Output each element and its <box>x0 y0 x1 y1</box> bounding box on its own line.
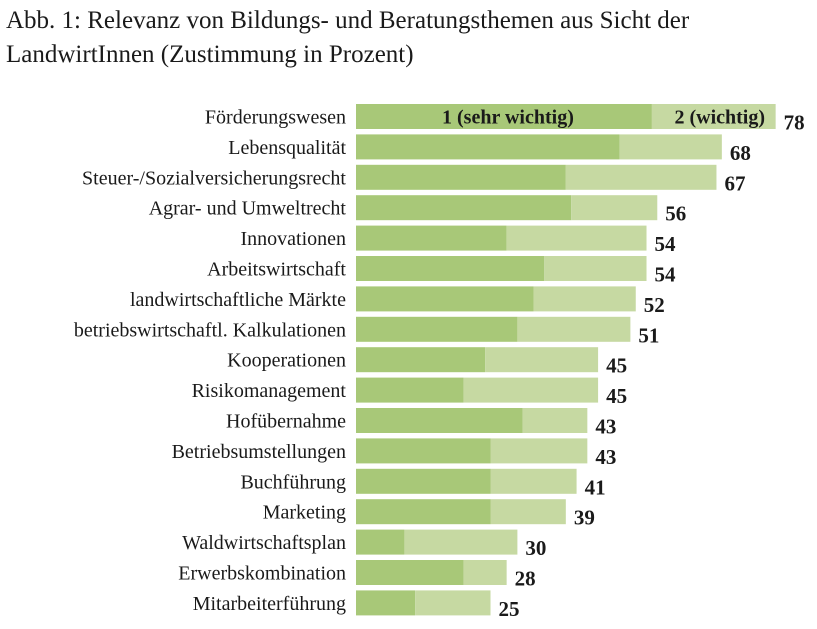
bar-segment-wichtig <box>533 286 636 312</box>
bar-segment-sehr-wichtig <box>356 316 518 342</box>
category-label: Agrar- und Umweltrecht <box>149 198 347 220</box>
bar-segment-sehr-wichtig <box>356 560 464 585</box>
category-label: Innovationen <box>240 228 346 250</box>
total-value-label: 43 <box>595 445 616 469</box>
bar-segment-sehr-wichtig <box>356 256 545 281</box>
category-label: Buchführung <box>240 471 346 493</box>
category-label: Betriebsumstellungen <box>172 441 346 463</box>
category-label: Hofübernahme <box>226 411 346 433</box>
bar-segment-wichtig <box>619 134 722 160</box>
bar-segment-wichtig <box>463 377 599 403</box>
category-label: landwirtschaftliche Märkte <box>130 289 346 311</box>
bar-segment-wichtig <box>490 438 588 464</box>
category-label: Lebensqualität <box>228 137 346 159</box>
bar-segment-sehr-wichtig <box>356 134 620 160</box>
bar-segment-sehr-wichtig <box>356 195 572 221</box>
category-label: Marketing <box>263 502 346 524</box>
category-label: Waldwirtschaftsplan <box>182 532 346 554</box>
total-value-label: 54 <box>655 263 677 287</box>
total-value-label: 25 <box>499 597 520 621</box>
bar-segment-wichtig <box>490 499 566 525</box>
chart-title: Abb. 1: Relevanz von Bildungs- und Berat… <box>6 7 690 68</box>
category-label: Förderungswesen <box>205 107 346 129</box>
bar-segment-sehr-wichtig <box>356 499 491 525</box>
category-label: Erwerbskombination <box>178 563 346 585</box>
bar-segment-sehr-wichtig <box>356 347 486 373</box>
bar-segment-wichtig <box>517 316 631 342</box>
total-value-label: 45 <box>606 384 627 408</box>
total-value-label: 52 <box>644 293 665 317</box>
bar-segment-wichtig <box>522 408 588 433</box>
bar-segment-sehr-wichtig <box>356 438 491 464</box>
bar-segment-sehr-wichtig <box>356 590 416 616</box>
bar-segment-sehr-wichtig <box>356 468 491 494</box>
total-value-label: 68 <box>730 141 751 165</box>
category-label: Arbeitswirtschaft <box>207 259 346 281</box>
category-label: Mitarbeiterführung <box>193 593 346 615</box>
bar-segment-sehr-wichtig <box>356 104 652 129</box>
total-value-label: 78 <box>784 111 805 135</box>
category-label: Kooperationen <box>227 350 346 372</box>
bar-segment-sehr-wichtig <box>356 286 534 312</box>
bar-segment-wichtig <box>415 590 491 616</box>
category-label: Risikomanagement <box>192 380 347 402</box>
bar-segment-sehr-wichtig <box>356 164 566 190</box>
bar-segment-sehr-wichtig <box>356 377 464 403</box>
total-value-label: 51 <box>638 323 659 347</box>
total-value-label: 28 <box>515 567 536 591</box>
bar-segment-sehr-wichtig <box>356 529 405 555</box>
total-value-label: 67 <box>724 171 745 195</box>
bar-segment-wichtig <box>404 529 518 555</box>
bar-segment-wichtig <box>463 560 507 585</box>
total-value-label: 45 <box>606 354 627 378</box>
total-value-label: 30 <box>525 536 546 560</box>
bar-segment-wichtig <box>571 195 658 221</box>
category-label: Steuer-/Sozialversicherungsrecht <box>82 167 346 189</box>
total-value-label: 43 <box>595 415 616 439</box>
total-value-label: 56 <box>665 202 686 226</box>
total-value-label: 39 <box>574 506 595 530</box>
bar-segment-wichtig <box>565 164 717 190</box>
bar-segment-wichtig <box>490 468 577 494</box>
bar-segment-wichtig <box>506 225 647 251</box>
bar-segment-sehr-wichtig <box>356 225 507 251</box>
legend-label-wichtig: 2 (wichtig) <box>674 107 765 129</box>
category-label: betriebswirtschaftl. Kalkulationen <box>74 319 346 341</box>
total-value-label: 41 <box>585 475 606 499</box>
bar-segment-wichtig <box>485 347 599 373</box>
total-value-label: 54 <box>655 232 677 256</box>
bar-segment-sehr-wichtig <box>356 408 523 433</box>
bar-segment-wichtig <box>544 256 647 281</box>
legend-label-sehr-wichtig: 1 (sehr wichtig) <box>442 107 574 129</box>
bar-segment-wichtig <box>651 104 776 129</box>
